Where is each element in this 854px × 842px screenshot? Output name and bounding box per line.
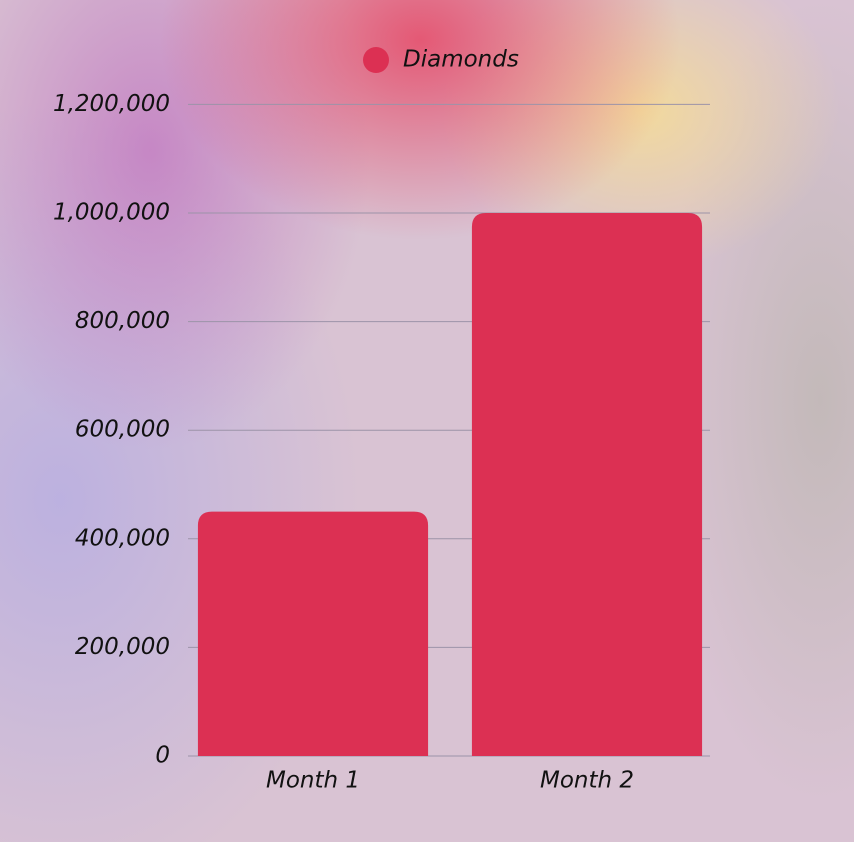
y-tick-label: 600,000 <box>75 417 170 443</box>
x-tick-label: Month 1 <box>266 768 360 794</box>
x-tick-label: Month 2 <box>540 768 634 794</box>
bar <box>197 511 429 756</box>
bar <box>471 213 703 756</box>
legend-label: Diamonds <box>403 47 519 73</box>
y-tick-label: 200,000 <box>75 634 170 660</box>
y-tick-label: 1,200,000 <box>53 91 170 117</box>
y-tick-label: 0 <box>155 743 170 769</box>
y-tick-label: 400,000 <box>75 525 170 551</box>
legend-marker <box>363 47 389 73</box>
y-tick-label: 1,000,000 <box>53 200 170 226</box>
y-tick-label: 800,000 <box>75 308 170 334</box>
